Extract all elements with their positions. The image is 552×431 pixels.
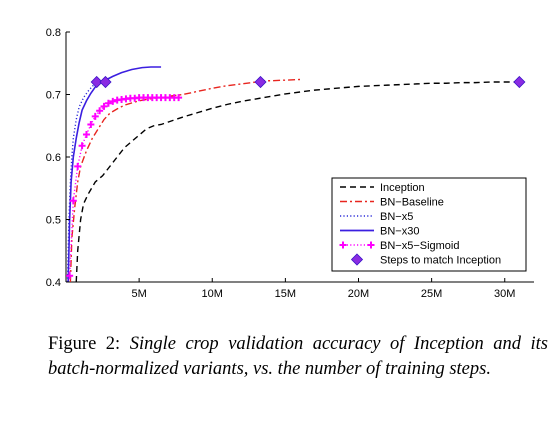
axis-layer: 0.4 0.5 0.6 0.7 0.8 5M 10M 15M 20M 25M 30M bbox=[46, 27, 516, 300]
legend-box bbox=[331, 177, 527, 272]
chart-figure: 0.4 0.5 0.6 0.7 0.8 5M 10M 15M 20M 25M 30M Incepti… bbox=[46, 27, 534, 300]
data-point-bn-x5-sigmoid bbox=[87, 121, 95, 128]
x-tick-label: 5M bbox=[131, 288, 146, 300]
data-point-bn-x5-sigmoid bbox=[100, 102, 108, 110]
data-point-steps-to-match-inception bbox=[90, 75, 103, 89]
data-point-bn-x5-sigmoid bbox=[104, 99, 112, 107]
caption-text: Single crop validation accuracy of Incep… bbox=[48, 334, 549, 379]
series-line-inception bbox=[75, 81, 520, 283]
x-tick-label: 30M bbox=[494, 288, 515, 300]
x-tick-label: 25M bbox=[421, 288, 442, 300]
data-point-bn-x5-sigmoid bbox=[109, 97, 117, 105]
series-layer bbox=[66, 66, 526, 283]
series-inception bbox=[75, 81, 520, 283]
data-point-bn-x5-sigmoid bbox=[69, 197, 77, 205]
y-tick-label: 0.5 bbox=[46, 215, 61, 227]
series-line-bn-x30 bbox=[67, 66, 162, 283]
legend-item-inception: Inception bbox=[340, 182, 425, 194]
data-point-steps-to-match-inception bbox=[99, 75, 112, 89]
chart-svg: 0.4 0.5 0.6 0.7 0.8 5M 10M 15M 20M 25M 30M Incepti… bbox=[46, 27, 534, 300]
legend: Inception BN−Baseline BN−x5 BN−x30 BN−x5−Sig… bbox=[331, 177, 527, 272]
legend-label: BN−x5 bbox=[380, 211, 413, 223]
caption-prefix: Figure 2: bbox=[48, 334, 121, 354]
data-point-bn-x5-sigmoid bbox=[78, 142, 86, 150]
data-point-bn-x5-sigmoid bbox=[82, 131, 90, 138]
legend-marker bbox=[339, 241, 347, 249]
data-point-bn-x5-sigmoid bbox=[74, 162, 82, 170]
x-tick-label: 15M bbox=[275, 288, 296, 300]
legend-label: BN−Baseline bbox=[380, 197, 444, 209]
data-point-bn-x5-sigmoid bbox=[96, 107, 104, 115]
x-tick-label: 20M bbox=[348, 288, 369, 300]
legend-label: BN−x5−Sigmoid bbox=[380, 240, 460, 252]
data-point-bn-x5-sigmoid bbox=[175, 94, 183, 102]
figure-caption: Figure 2: Single crop validation accurac… bbox=[48, 332, 548, 382]
data-point-steps-to-match-inception bbox=[513, 75, 526, 89]
legend-label: BN−x30 bbox=[380, 226, 419, 238]
data-point-steps-to-match-inception bbox=[254, 75, 267, 89]
y-tick-label: 0.8 bbox=[46, 27, 61, 39]
legend-item-bn-baseline: BN−Baseline bbox=[340, 197, 444, 209]
data-point-bn-x5-sigmoid bbox=[91, 112, 99, 120]
legend-marker bbox=[350, 253, 364, 266]
legend-label: Steps to match Inception bbox=[380, 255, 501, 267]
x-tick-label: 10M bbox=[202, 288, 223, 300]
data-point-bn-x5-sigmoid bbox=[66, 272, 74, 280]
y-tick-label: 0.6 bbox=[46, 152, 61, 164]
legend-item-bn-x5: BN−x5 bbox=[340, 211, 413, 223]
y-tick-label: 0.7 bbox=[46, 90, 61, 102]
legend-item-bn-x30: BN−x30 bbox=[340, 226, 419, 238]
series-steps-to-match-inception bbox=[90, 75, 526, 89]
series-bn-x30 bbox=[67, 66, 162, 283]
legend-label: Inception bbox=[380, 182, 425, 194]
legend-item-steps-to-match-inception: Steps to match Inception bbox=[350, 253, 501, 267]
series-bn-x5-sigmoid bbox=[66, 94, 183, 280]
legend-marker bbox=[367, 241, 375, 249]
legend-item-bn-x5-sigmoid: BN−x5−Sigmoid bbox=[339, 240, 460, 252]
y-tick-label: 0.4 bbox=[46, 277, 61, 289]
